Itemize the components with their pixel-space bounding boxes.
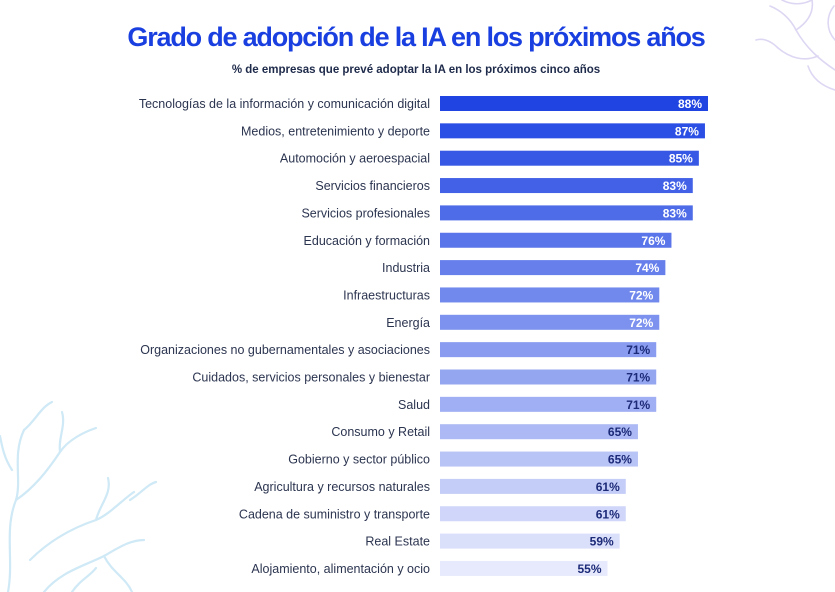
bar <box>440 533 620 549</box>
category-label: Gobierno y sector público <box>288 453 430 467</box>
value-label: 71% <box>626 398 650 412</box>
value-label: 72% <box>629 316 653 330</box>
bar <box>440 396 657 412</box>
value-label: 71% <box>626 371 650 385</box>
value-label: 59% <box>590 535 614 549</box>
category-label: Agricultura y recursos naturales <box>254 480 430 494</box>
category-label: Real Estate <box>365 535 430 549</box>
value-label: 83% <box>663 179 687 193</box>
category-label: Infraestructuras <box>343 288 430 302</box>
value-label: 87% <box>675 124 699 138</box>
category-label: Medios, entretenimiento y deporte <box>241 124 430 138</box>
value-label: 65% <box>608 453 632 467</box>
bar <box>440 424 638 440</box>
value-label: 65% <box>608 425 632 439</box>
bar <box>440 205 693 221</box>
value-label: 55% <box>577 562 601 576</box>
value-label: 83% <box>663 206 687 220</box>
category-label: Energía <box>386 316 430 330</box>
category-label: Alojamiento, alimentación y ocio <box>251 562 430 576</box>
value-label: 71% <box>626 343 650 357</box>
bar <box>440 287 660 303</box>
coral-right-decoration <box>755 0 835 91</box>
value-label: 74% <box>635 261 659 275</box>
category-label: Tecnologías de la información y comunica… <box>139 97 430 111</box>
value-label: 61% <box>596 507 620 521</box>
bar <box>440 560 608 576</box>
category-label: Servicios financieros <box>315 179 430 193</box>
bar <box>440 150 699 166</box>
bar <box>440 178 693 194</box>
bar <box>440 478 626 494</box>
value-label: 85% <box>669 152 693 166</box>
bar <box>440 260 666 276</box>
category-label: Cuidados, servicios personales y bienest… <box>192 371 430 385</box>
value-label: 72% <box>629 288 653 302</box>
chart-subtitle: % de empresas que prevé adoptar la IA en… <box>232 64 600 76</box>
bar <box>440 232 672 248</box>
category-label: Organizaciones no gubernamentales y asoc… <box>140 343 430 357</box>
value-label: 76% <box>641 234 665 248</box>
category-label: Automoción y aeroespacial <box>280 152 430 166</box>
category-label: Salud <box>398 398 430 412</box>
bar <box>440 369 657 385</box>
coral-left-decoration <box>0 400 158 592</box>
bar <box>440 451 638 467</box>
chart-title: Grado de adopción de la IA en los próxim… <box>127 22 704 52</box>
value-label: 88% <box>678 97 702 111</box>
bar <box>440 342 657 358</box>
bar <box>440 506 626 522</box>
bar <box>440 123 705 139</box>
bar <box>440 314 660 330</box>
category-label: Cadena de suministro y transporte <box>239 507 430 521</box>
category-label: Industria <box>382 261 430 275</box>
category-label: Consumo y Retail <box>331 425 430 439</box>
category-label: Servicios profesionales <box>301 206 430 220</box>
value-label: 61% <box>596 480 620 494</box>
plot-area: Tecnologías de la información y comunica… <box>139 96 708 576</box>
bar <box>440 96 708 111</box>
category-label: Educación y formación <box>304 234 431 248</box>
